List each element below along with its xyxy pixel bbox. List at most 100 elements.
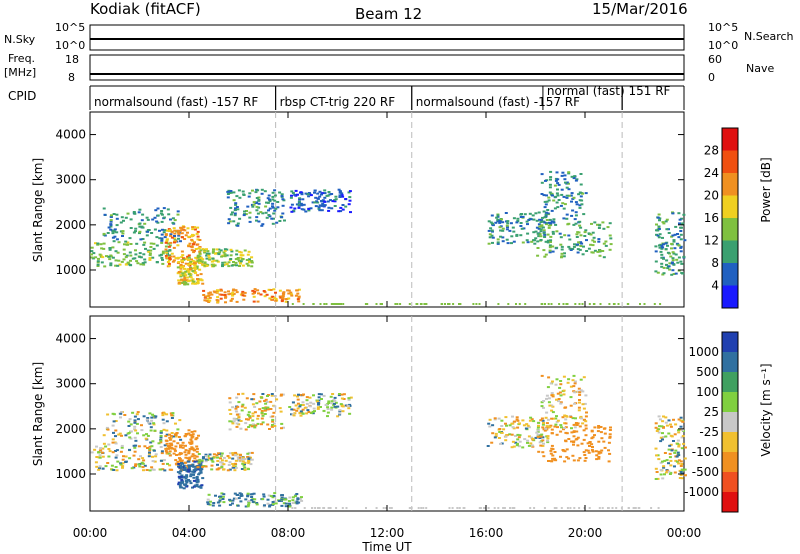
power-range-cell bbox=[254, 191, 258, 194]
power-range-cell bbox=[129, 254, 133, 257]
power-range-cell bbox=[534, 230, 538, 233]
power-range-cell bbox=[243, 210, 246, 213]
power-range-cell bbox=[295, 203, 299, 206]
velocity-range-cell bbox=[598, 507, 601, 509]
power-range-cell bbox=[164, 233, 168, 236]
power-range-cell bbox=[575, 203, 579, 206]
power-range-cell bbox=[592, 303, 595, 305]
power-range-cell bbox=[149, 246, 153, 248]
power-range-cell bbox=[238, 217, 242, 220]
power-range-cell bbox=[164, 241, 168, 244]
velocity-range-cell bbox=[219, 495, 223, 498]
power-range-cell bbox=[562, 207, 566, 210]
velocity-range-cell bbox=[662, 465, 666, 468]
power-range-cell bbox=[234, 203, 238, 206]
power-range-cell bbox=[99, 243, 103, 246]
velocity-range-cell bbox=[193, 484, 197, 487]
power-range-cell bbox=[297, 300, 301, 303]
velocity-range-cell bbox=[541, 423, 545, 426]
power-range-cell bbox=[177, 234, 181, 237]
power-range-cell bbox=[297, 203, 301, 206]
velocity-range-cell bbox=[553, 425, 557, 428]
velocity-range-cell bbox=[245, 418, 248, 421]
velocity-range-cell bbox=[212, 502, 216, 504]
velocity-range-cell bbox=[248, 416, 252, 419]
power-range-cell bbox=[554, 223, 558, 226]
power-range-cell bbox=[654, 250, 658, 253]
power-range-cell bbox=[590, 222, 593, 225]
velocity-range-cell bbox=[95, 456, 99, 458]
velocity-range-cell bbox=[564, 440, 568, 443]
power-range-cell bbox=[551, 194, 554, 197]
cpid-label: CPID bbox=[8, 89, 36, 103]
velocity-range-cell bbox=[479, 507, 482, 509]
velocity-range-cell bbox=[593, 434, 596, 437]
velocity-range-cell bbox=[513, 420, 516, 423]
velocity-range-cell bbox=[547, 401, 551, 404]
velocity-range-cell bbox=[170, 432, 174, 434]
power-range-cell bbox=[212, 265, 216, 268]
velocity-range-cell bbox=[665, 459, 669, 462]
power-range-cell bbox=[597, 238, 601, 241]
velocity-range-cell bbox=[603, 446, 607, 449]
velocity-range-cell bbox=[539, 444, 543, 447]
velocity-range-cell bbox=[250, 499, 254, 501]
velocity-range-cell bbox=[516, 426, 520, 429]
power-range-cell bbox=[654, 245, 658, 248]
power-range-cell bbox=[152, 242, 156, 245]
power-range-cell bbox=[662, 266, 666, 269]
power-range-cell bbox=[275, 221, 279, 224]
power-range-cell bbox=[575, 236, 579, 238]
power-range-cell bbox=[196, 278, 199, 280]
power-range-cell bbox=[236, 208, 240, 211]
velocity-range-cell bbox=[679, 425, 683, 428]
power-range-cell bbox=[176, 244, 180, 247]
x-tick-label: 12:00 bbox=[370, 526, 405, 540]
power-range-cell bbox=[556, 182, 560, 185]
power-range-cell bbox=[290, 190, 294, 193]
velocity-range-cell bbox=[675, 460, 679, 463]
power-range-cell bbox=[579, 245, 583, 247]
power-range-cell bbox=[313, 191, 316, 194]
power-range-cell bbox=[124, 216, 128, 219]
freq-unit: [MHz] bbox=[4, 66, 36, 79]
velocity-range-cell bbox=[174, 459, 178, 462]
velocity-range-cell bbox=[654, 478, 658, 480]
velocity-range-cell bbox=[552, 417, 556, 420]
velocity-range-cell bbox=[247, 462, 251, 465]
power-range-cell bbox=[536, 232, 540, 235]
velocity-range-cell bbox=[667, 470, 671, 473]
velocity-range-cell bbox=[556, 419, 560, 422]
velocity-range-cell bbox=[576, 444, 580, 447]
power-range-cell bbox=[560, 174, 564, 177]
power-range-cell bbox=[245, 210, 248, 212]
velocity-range-cell bbox=[677, 454, 681, 457]
velocity-range-cell bbox=[584, 427, 588, 430]
velocity-range-cell bbox=[151, 455, 154, 458]
velocity-range-cell bbox=[662, 436, 666, 438]
velocity-range-cell bbox=[176, 442, 180, 445]
power-range-cell bbox=[205, 299, 209, 302]
power-range-cell bbox=[679, 250, 683, 253]
power-range-cell bbox=[602, 227, 606, 230]
velocity-range-cell bbox=[638, 507, 641, 509]
power-range-cell bbox=[672, 273, 676, 275]
velocity-range-cell bbox=[159, 446, 163, 448]
power-range-cell bbox=[162, 216, 166, 219]
power-range-cell bbox=[256, 189, 260, 192]
power-range-cell bbox=[199, 249, 203, 252]
velocity-range-cell bbox=[269, 415, 273, 418]
velocity-range-cell bbox=[677, 462, 681, 465]
power-range-cell bbox=[207, 294, 211, 297]
power-range-cell bbox=[546, 212, 550, 215]
velocity-range-cell bbox=[269, 408, 273, 410]
velocity-range-cell bbox=[588, 507, 591, 509]
power-range-cell bbox=[198, 252, 202, 255]
power-range-cell bbox=[108, 248, 112, 251]
velocity-range-cell bbox=[540, 401, 544, 404]
power-range-cell bbox=[657, 213, 661, 216]
power-range-cell bbox=[238, 262, 242, 265]
power-range-cell bbox=[491, 230, 494, 233]
velocity-range-cell bbox=[118, 432, 122, 435]
power-range-cell bbox=[236, 222, 240, 225]
